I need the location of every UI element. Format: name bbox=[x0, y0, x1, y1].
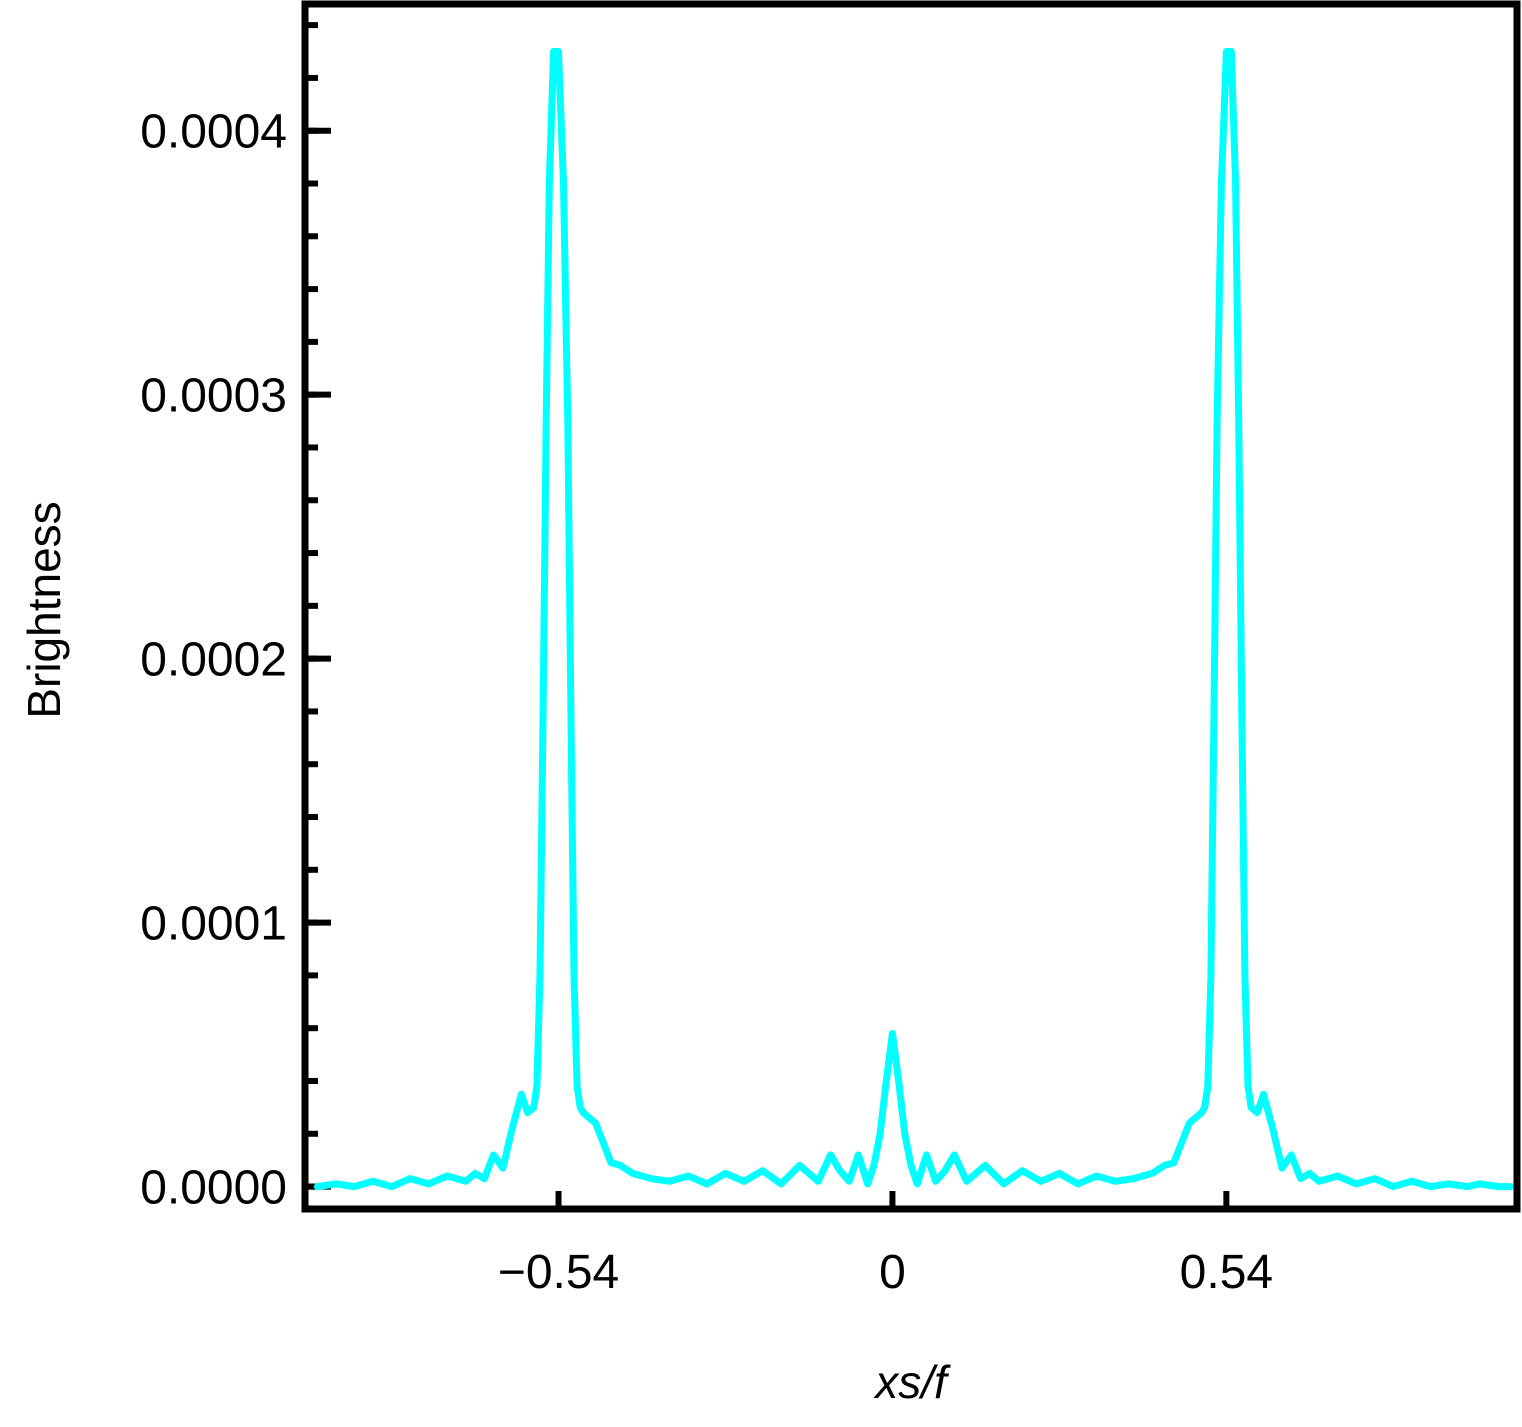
x-tick-label: 0 bbox=[879, 1246, 906, 1299]
tick-marks bbox=[305, 22, 1230, 1209]
tick-labels: 0.0000 0.0001 0.0002 0.0003 0.0004 −0.54 0 0.54 bbox=[140, 106, 1273, 1299]
series-line bbox=[313, 48, 1515, 1191]
y-tick-label: 0.0002 bbox=[140, 634, 287, 687]
x-axis-label: xs/f bbox=[873, 1356, 951, 1408]
y-axis-label: Brightness bbox=[18, 501, 70, 718]
y-tick-label: 0.0000 bbox=[140, 1162, 287, 1215]
y-tick-label: 0.0001 bbox=[140, 898, 287, 951]
y-tick-label: 0.0003 bbox=[140, 370, 287, 423]
x-tick-label: 0.54 bbox=[1180, 1246, 1273, 1299]
plot-frame bbox=[301, 0, 1521, 1213]
x-tick-label: −0.54 bbox=[498, 1246, 619, 1299]
series-layer bbox=[313, 48, 1515, 1191]
y-tick-label: 0.0004 bbox=[140, 106, 287, 159]
